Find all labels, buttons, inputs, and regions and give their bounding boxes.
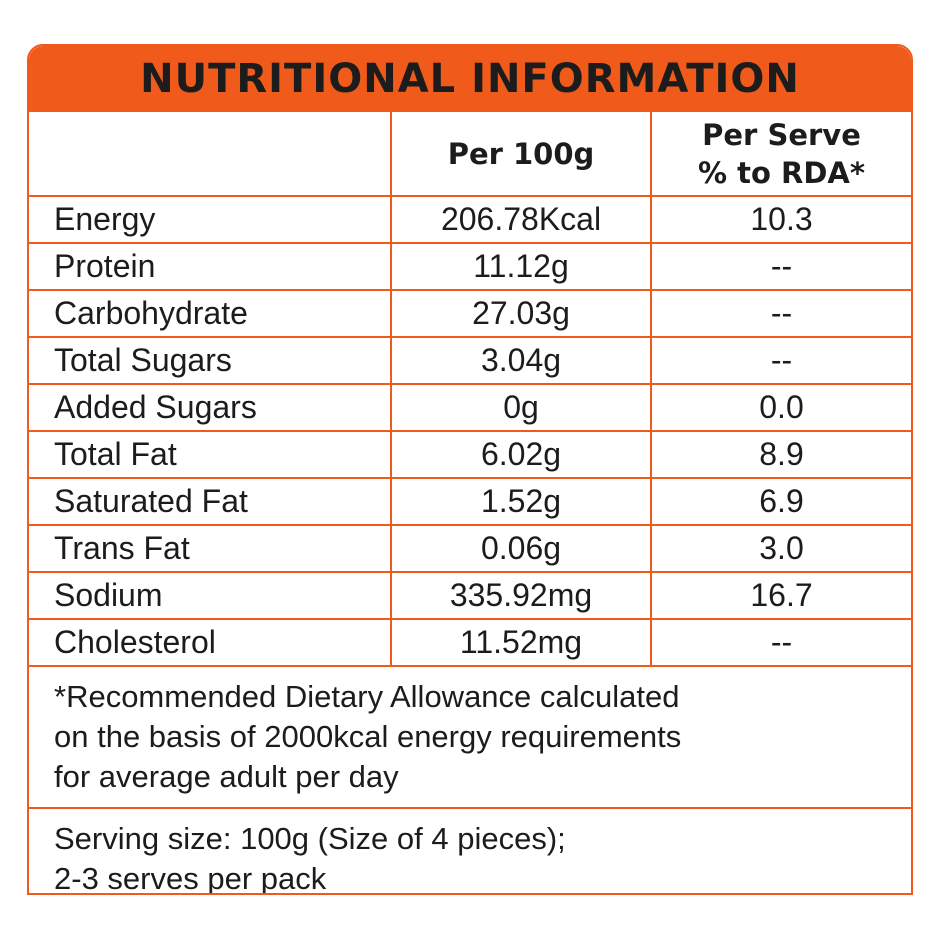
per-serve-header-line2: % to RDA* bbox=[697, 155, 866, 190]
serving-line: Serving size: 100g (Size of 4 pieces); bbox=[54, 821, 566, 856]
rda-value: -- bbox=[650, 242, 911, 291]
footnote-line: on the basis of 2000kcal energy requirem… bbox=[54, 719, 682, 754]
table-row: Saturated Fat 1.52g 6.9 bbox=[29, 477, 911, 526]
nutrient-name: Cholesterol bbox=[29, 618, 392, 667]
panel-title: NUTRITIONAL INFORMATION bbox=[140, 56, 800, 102]
table-row: Energy 206.78Kcal 10.3 bbox=[29, 195, 911, 244]
nutrient-header bbox=[29, 112, 392, 197]
table-row: Cholesterol 11.52mg -- bbox=[29, 618, 911, 667]
per-100g-value: 1.52g bbox=[390, 477, 652, 526]
rda-value: -- bbox=[650, 336, 911, 385]
header-row: Per 100g Per Serve % to RDA* bbox=[29, 112, 911, 197]
nutrient-name: Energy bbox=[29, 195, 392, 244]
table-row: Added Sugars 0g 0.0 bbox=[29, 383, 911, 432]
rda-value: 16.7 bbox=[650, 571, 911, 620]
per-100g-value: 0.06g bbox=[390, 524, 652, 573]
rda-footnote: *Recommended Dietary Allowance calculate… bbox=[29, 667, 911, 809]
title-bar: NUTRITIONAL INFORMATION bbox=[29, 46, 911, 112]
nutrition-panel: NUTRITIONAL INFORMATION Per 100g Per Ser… bbox=[27, 44, 913, 895]
nutrient-name: Total Fat bbox=[29, 430, 392, 479]
footnote-line: *Recommended Dietary Allowance calculate… bbox=[54, 679, 680, 714]
footnote-line: for average adult per day bbox=[54, 759, 399, 794]
table-row: Carbohydrate 27.03g -- bbox=[29, 289, 911, 338]
nutrient-name: Added Sugars bbox=[29, 383, 392, 432]
nutrient-name: Sodium bbox=[29, 571, 392, 620]
serving-info: Serving size: 100g (Size of 4 pieces); 2… bbox=[29, 809, 911, 895]
per-100g-value: 27.03g bbox=[390, 289, 652, 338]
table-row: Total Fat 6.02g 8.9 bbox=[29, 430, 911, 479]
per-100g-value: 0g bbox=[390, 383, 652, 432]
nutrient-name: Total Sugars bbox=[29, 336, 392, 385]
per-serve-header-line1: Per Serve bbox=[702, 117, 861, 152]
rda-value: 3.0 bbox=[650, 524, 911, 573]
per-100g-header: Per 100g bbox=[390, 112, 652, 197]
rda-value: 10.3 bbox=[650, 195, 911, 244]
rda-value: -- bbox=[650, 289, 911, 338]
nutrient-name: Trans Fat bbox=[29, 524, 392, 573]
nutrient-name: Saturated Fat bbox=[29, 477, 392, 526]
table-row: Sodium 335.92mg 16.7 bbox=[29, 571, 911, 620]
per-100g-value: 6.02g bbox=[390, 430, 652, 479]
rda-value: 6.9 bbox=[650, 477, 911, 526]
per-100g-value: 335.92mg bbox=[390, 571, 652, 620]
per-100g-value: 11.12g bbox=[390, 242, 652, 291]
nutrient-name: Carbohydrate bbox=[29, 289, 392, 338]
rda-value: -- bbox=[650, 618, 911, 667]
per-100g-value: 206.78Kcal bbox=[390, 195, 652, 244]
nutrient-name: Protein bbox=[29, 242, 392, 291]
table-row: Total Sugars 3.04g -- bbox=[29, 336, 911, 385]
per-100g-value: 11.52mg bbox=[390, 618, 652, 667]
per-100g-value: 3.04g bbox=[390, 336, 652, 385]
per-serve-header: Per Serve % to RDA* bbox=[650, 112, 911, 197]
rda-value: 0.0 bbox=[650, 383, 911, 432]
rda-value: 8.9 bbox=[650, 430, 911, 479]
table-row: Protein 11.12g -- bbox=[29, 242, 911, 291]
nutrition-table: Per 100g Per Serve % to RDA* Energy 206.7… bbox=[29, 112, 911, 667]
serving-line: 2-3 serves per pack bbox=[54, 861, 327, 895]
table-row: Trans Fat 0.06g 3.0 bbox=[29, 524, 911, 573]
